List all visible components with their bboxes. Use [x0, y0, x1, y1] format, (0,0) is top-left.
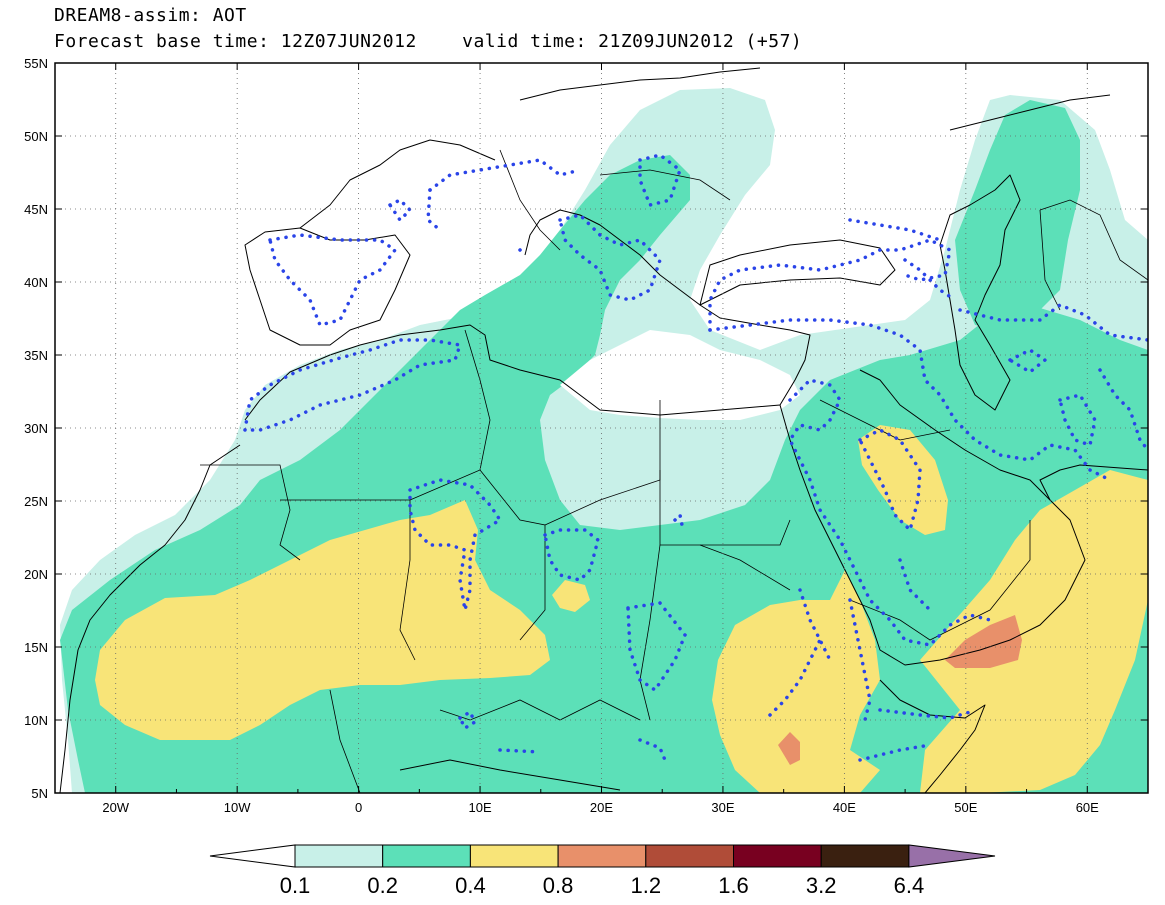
colorbar-label: 1.2: [631, 873, 662, 898]
no-dust-mediterranean: [560, 330, 800, 420]
aot-level-0.4-region-arabia: [858, 425, 948, 535]
colorbar-segment: [733, 844, 822, 868]
country-borders: [200, 149, 1148, 793]
colorbar-segment: [557, 844, 647, 868]
lat-tick-label: 20N: [24, 567, 48, 582]
lon-tick-label: 60E: [1076, 800, 1099, 815]
aot-level-0.8-region-yemen: [945, 615, 1022, 668]
colorbar-label: 0.4: [455, 873, 486, 898]
lat-tick-label: 40N: [24, 275, 48, 290]
aot-level-0.4-region-sahel: [95, 500, 550, 740]
longitude-axis: 20W 10W 0 10E 20E 30E 40E 50E 60E: [54, 63, 1149, 815]
lat-tick-label: 35N: [24, 348, 48, 363]
aot-level-0.4-region-oman: [920, 470, 1148, 793]
lon-tick-label: 20E: [590, 800, 613, 815]
forecast-time-subtitle: Forecast base time: 12Z07JUN2012 valid t…: [54, 31, 803, 52]
lon-tick-label: 20W: [102, 800, 129, 815]
aot-level-0.4-region-chad: [552, 580, 590, 612]
colorbar-label: 3.2: [806, 873, 837, 898]
lon-tick-label: 0: [355, 800, 362, 815]
colorbar-label: 0.8: [543, 873, 574, 898]
chart-title: DREAM8-assim: AOT: [54, 5, 247, 26]
colorbar-label: 0.2: [367, 873, 398, 898]
colorbar-segment: [645, 844, 734, 868]
colorbar-segment: [469, 844, 559, 868]
colorbar-under-arrow: [209, 844, 296, 868]
lat-tick-label: 55N: [24, 56, 48, 71]
assimilation-contours: [242, 153, 1148, 762]
colorbar-segment: [294, 844, 384, 868]
lon-tick-label: 30E: [711, 800, 734, 815]
lat-tick-label: 25N: [24, 494, 48, 509]
lat-tick-label: 10N: [24, 713, 48, 728]
colorbar-label: 6.4: [894, 873, 925, 898]
map-plot-area: [55, 63, 1148, 793]
lat-tick-label: 15N: [24, 640, 48, 655]
latitude-axis: 55N 50N 45N 40N 35N 30N 25N 20N 15N 10N 5N: [24, 56, 1148, 801]
colorbar-label: 0.1: [280, 873, 311, 898]
colorbar-label: 1.6: [718, 873, 749, 898]
no-dust-black-sea: [700, 240, 895, 305]
coastlines: [59, 67, 1148, 793]
colorbar-segment: [820, 844, 910, 868]
colorbar: 0.1 0.2 0.4 0.8 1.2 1.6 3.2 6.4: [209, 844, 996, 898]
aot-level-0.8-region-ethiopia: [778, 732, 800, 765]
lon-tick-label: 40E: [833, 800, 856, 815]
lat-tick-label: 30N: [24, 421, 48, 436]
aot-level-0.4-region-horn: [712, 570, 880, 793]
lat-tick-label: 45N: [24, 202, 48, 217]
lat-tick-label: 5N: [31, 786, 48, 801]
lat-tick-label: 50N: [24, 129, 48, 144]
colorbar-segment: [382, 844, 471, 868]
lon-tick-label: 10W: [224, 800, 251, 815]
lon-tick-label: 10E: [468, 800, 491, 815]
lon-tick-label: 50E: [954, 800, 977, 815]
map-grid: [55, 63, 1148, 793]
colorbar-over-arrow: [908, 844, 996, 868]
aot-level-0.2-region-kazakhstan: [955, 100, 1080, 330]
